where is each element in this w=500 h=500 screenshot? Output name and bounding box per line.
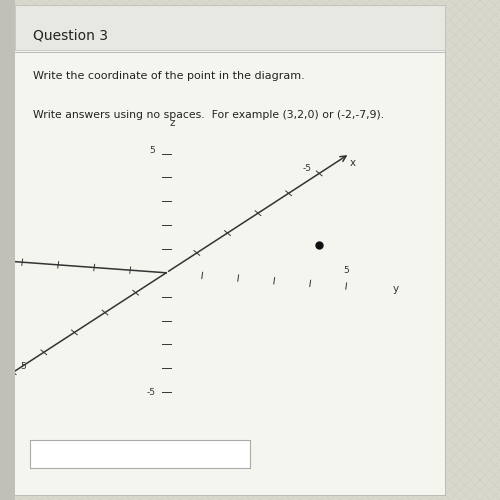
Text: Write the coordinate of the point in the diagram.: Write the coordinate of the point in the… [32, 71, 304, 81]
Text: z: z [170, 118, 175, 128]
Text: 5: 5 [150, 146, 156, 156]
Text: x: x [350, 158, 356, 168]
Text: -5: -5 [146, 388, 156, 396]
Text: Question 3: Question 3 [32, 28, 108, 42]
Text: 5: 5 [344, 266, 349, 276]
Text: Write answers using no spaces.  For example (3,2,0) or (-2,-7,9).: Write answers using no spaces. For examp… [32, 110, 384, 120]
Text: y: y [393, 284, 399, 294]
Text: -5: -5 [303, 164, 312, 172]
Text: 5: 5 [20, 362, 26, 372]
